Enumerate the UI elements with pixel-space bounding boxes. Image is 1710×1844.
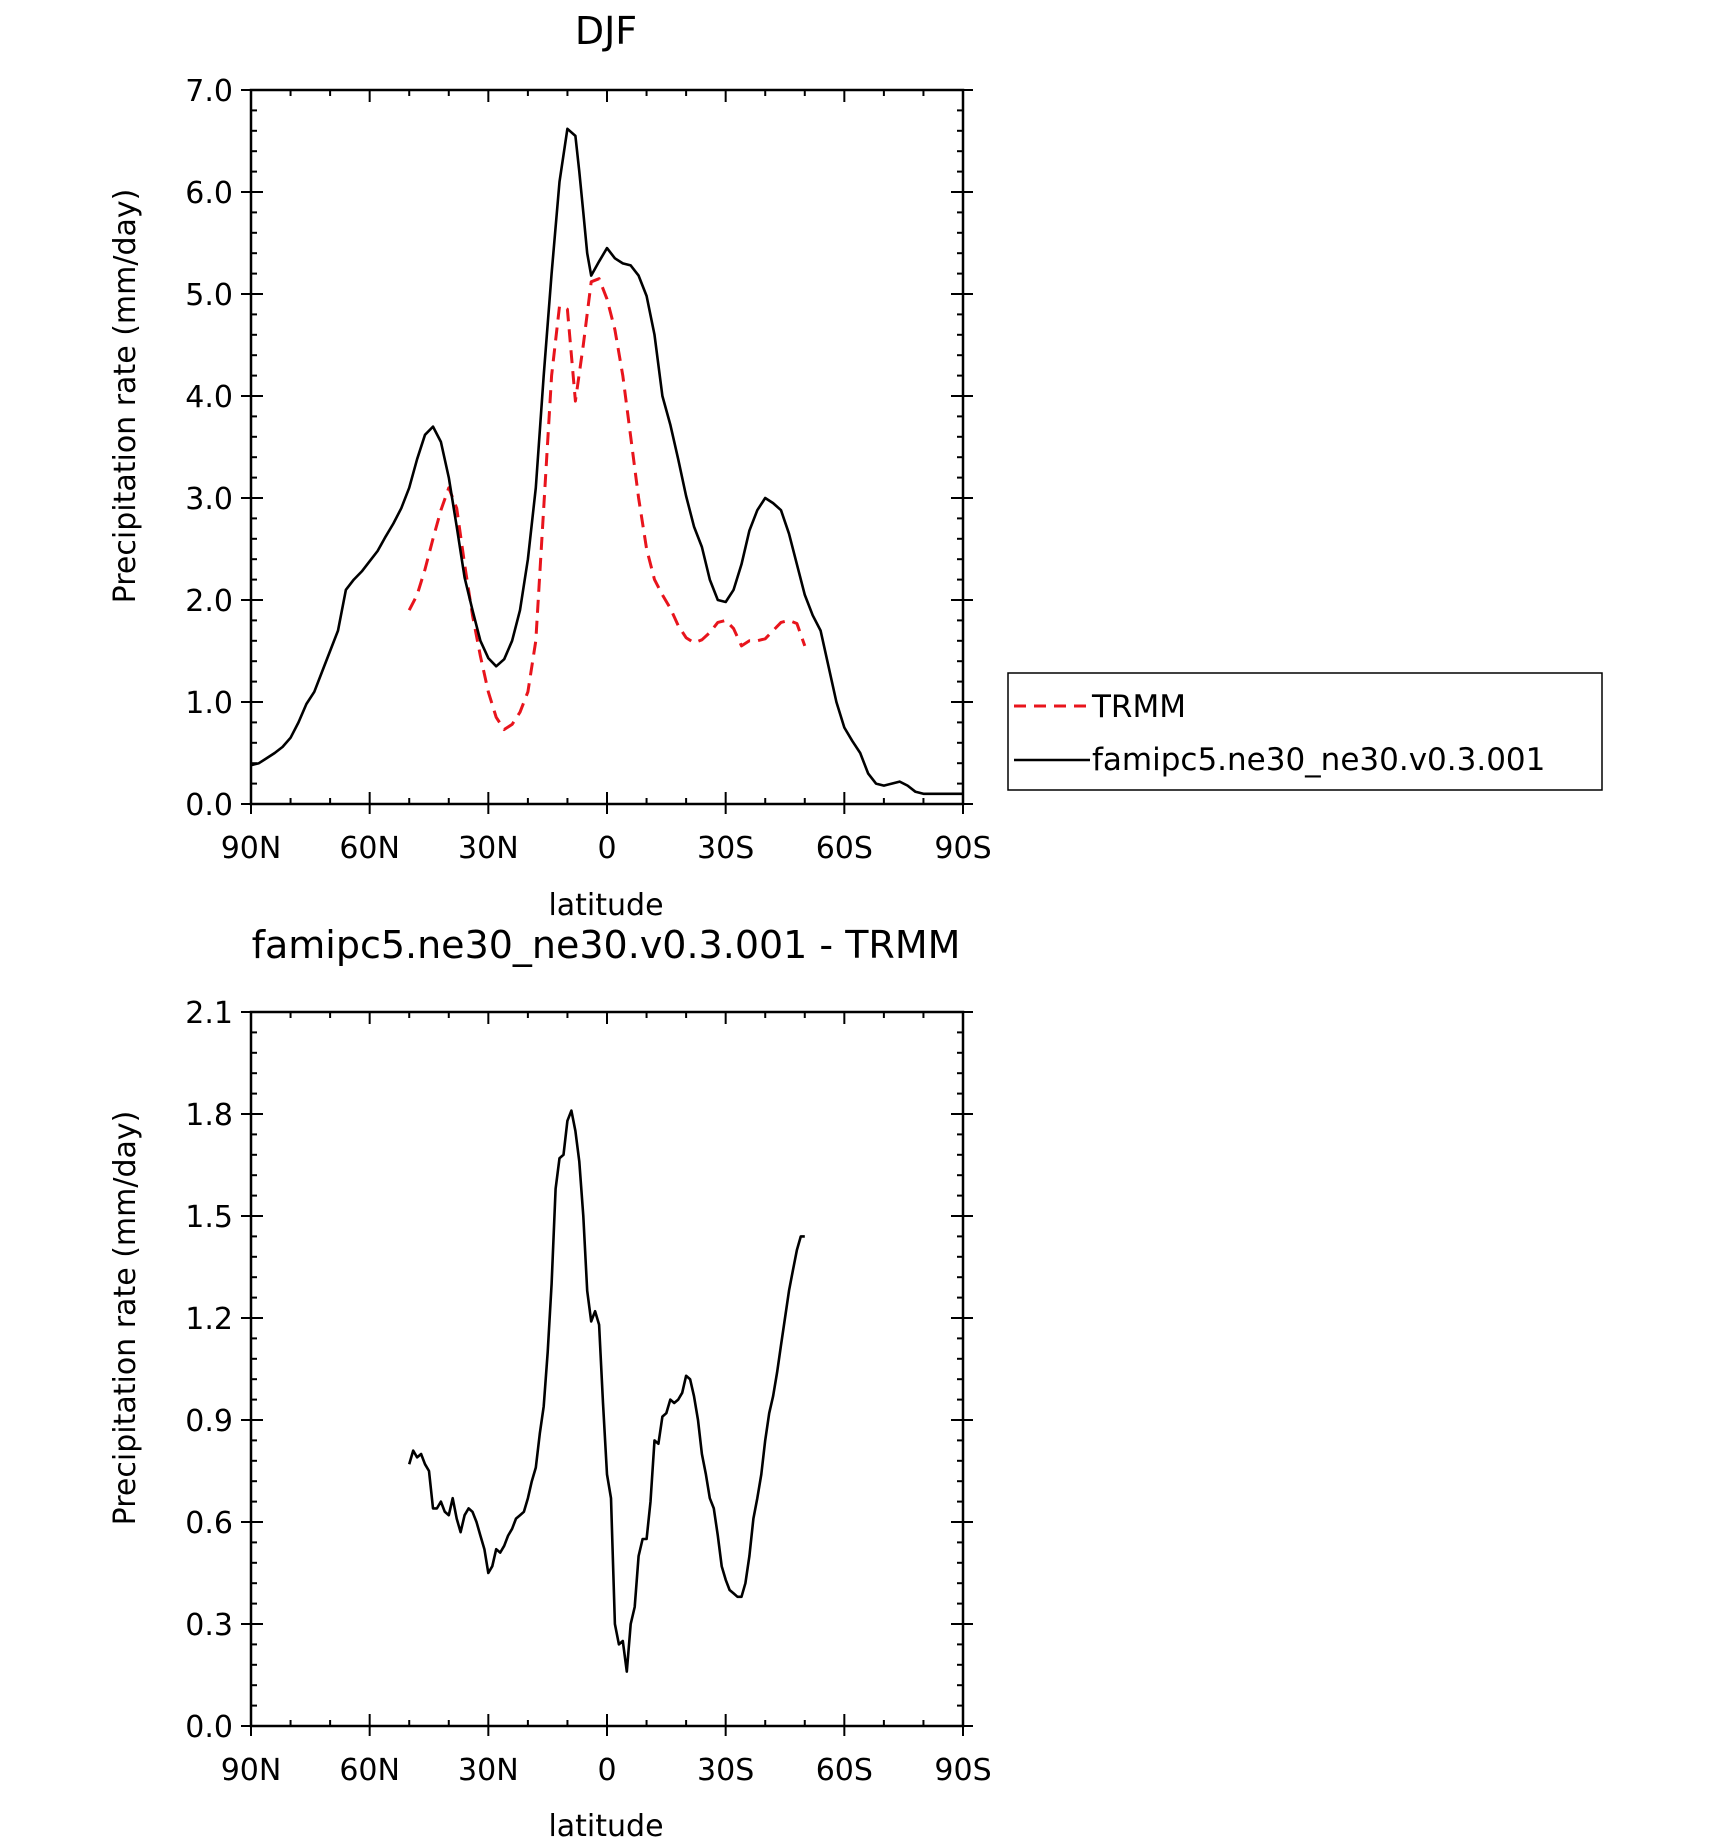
chart-bottom-ylabel: Precipitation rate (mm/day) xyxy=(108,1111,143,1526)
x-tick-label: 30N xyxy=(458,1753,519,1788)
x-tick-label: 0 xyxy=(597,831,616,866)
y-tick-label: 1.5 xyxy=(185,1200,233,1235)
x-tick-label: 90N xyxy=(221,831,282,866)
y-tick-label: 1.8 xyxy=(185,1098,233,1133)
series-line-1-0 xyxy=(407,1109,805,1673)
y-tick-label: 0.9 xyxy=(185,1404,233,1439)
y-tick-label: 5.0 xyxy=(185,278,233,313)
chart-bottom-series-group xyxy=(407,1109,805,1673)
chart-bottom-ticks-group: 90N 60N 30N 0 30S 60S 90S 0.0 0.3 0.6 0.9 1.2 1.5 1.8… xyxy=(185,996,991,1788)
x-tick-label: 90S xyxy=(934,1753,991,1788)
y-tick-label: 0.0 xyxy=(185,788,233,823)
y-tick-label: 2.0 xyxy=(185,584,233,619)
x-tick-label: 90S xyxy=(934,831,991,866)
chart-top-legend: TRMM famipc5.ne30_ne30.v0.3.001 xyxy=(1007,672,1603,791)
x-tick-label: 30N xyxy=(458,831,519,866)
chart-bottom-xlabel: latitude xyxy=(548,1809,663,1844)
y-tick-label: 4.0 xyxy=(185,380,233,415)
chart-top-frame xyxy=(249,88,965,806)
x-tick-label: 90N xyxy=(221,1753,282,1788)
x-tick-label: 60S xyxy=(816,831,873,866)
chart-bottom-frame xyxy=(249,1010,965,1728)
y-tick-label: 1.2 xyxy=(185,1302,233,1337)
chart-bottom: famipc5.ne30_ne30.v0.3.001 - TRMM Precip… xyxy=(108,923,992,1844)
chart-top-ylabel: Precipitation rate (mm/day) xyxy=(108,189,143,604)
legend-label-model: famipc5.ne30_ne30.v0.3.001 xyxy=(1092,742,1545,778)
x-tick-label: 60N xyxy=(339,831,400,866)
y-tick-label: 2.1 xyxy=(185,996,233,1031)
chart-top-title: DJF xyxy=(575,9,637,53)
y-tick-label: 7.0 xyxy=(185,74,233,109)
series-line-0-0 xyxy=(407,277,807,731)
chart-top-series-group xyxy=(250,127,963,796)
x-tick-label: 60S xyxy=(816,1753,873,1788)
x-tick-label: 30S xyxy=(697,1753,754,1788)
y-tick-label: 6.0 xyxy=(185,176,233,211)
y-tick-label: 0.0 xyxy=(185,1710,233,1745)
legend-box xyxy=(1007,672,1603,791)
chart-bottom-title: famipc5.ne30_ne30.v0.3.001 - TRMM xyxy=(252,923,961,967)
x-tick-label: 60N xyxy=(339,1753,400,1788)
chart-top-xlabel: latitude xyxy=(548,888,663,923)
chart-top-ticks-group: 90N 60N 30N 0 30S 60S 90S 0.0 1.0 2.0 3.0 4.0 5.0 6.0… xyxy=(185,74,991,866)
legend-label-trmm: TRMM xyxy=(1091,689,1186,725)
y-tick-label: 0.3 xyxy=(185,1608,233,1643)
x-tick-label: 0 xyxy=(597,1753,616,1788)
y-tick-label: 1.0 xyxy=(185,686,233,721)
y-tick-label: 3.0 xyxy=(185,482,233,517)
y-tick-label: 0.6 xyxy=(185,1506,233,1541)
chart-top: DJF Precipitation rate (mm/day) latitude… xyxy=(108,9,1603,923)
series-line-0-1 xyxy=(250,127,963,796)
x-tick-label: 30S xyxy=(697,831,754,866)
